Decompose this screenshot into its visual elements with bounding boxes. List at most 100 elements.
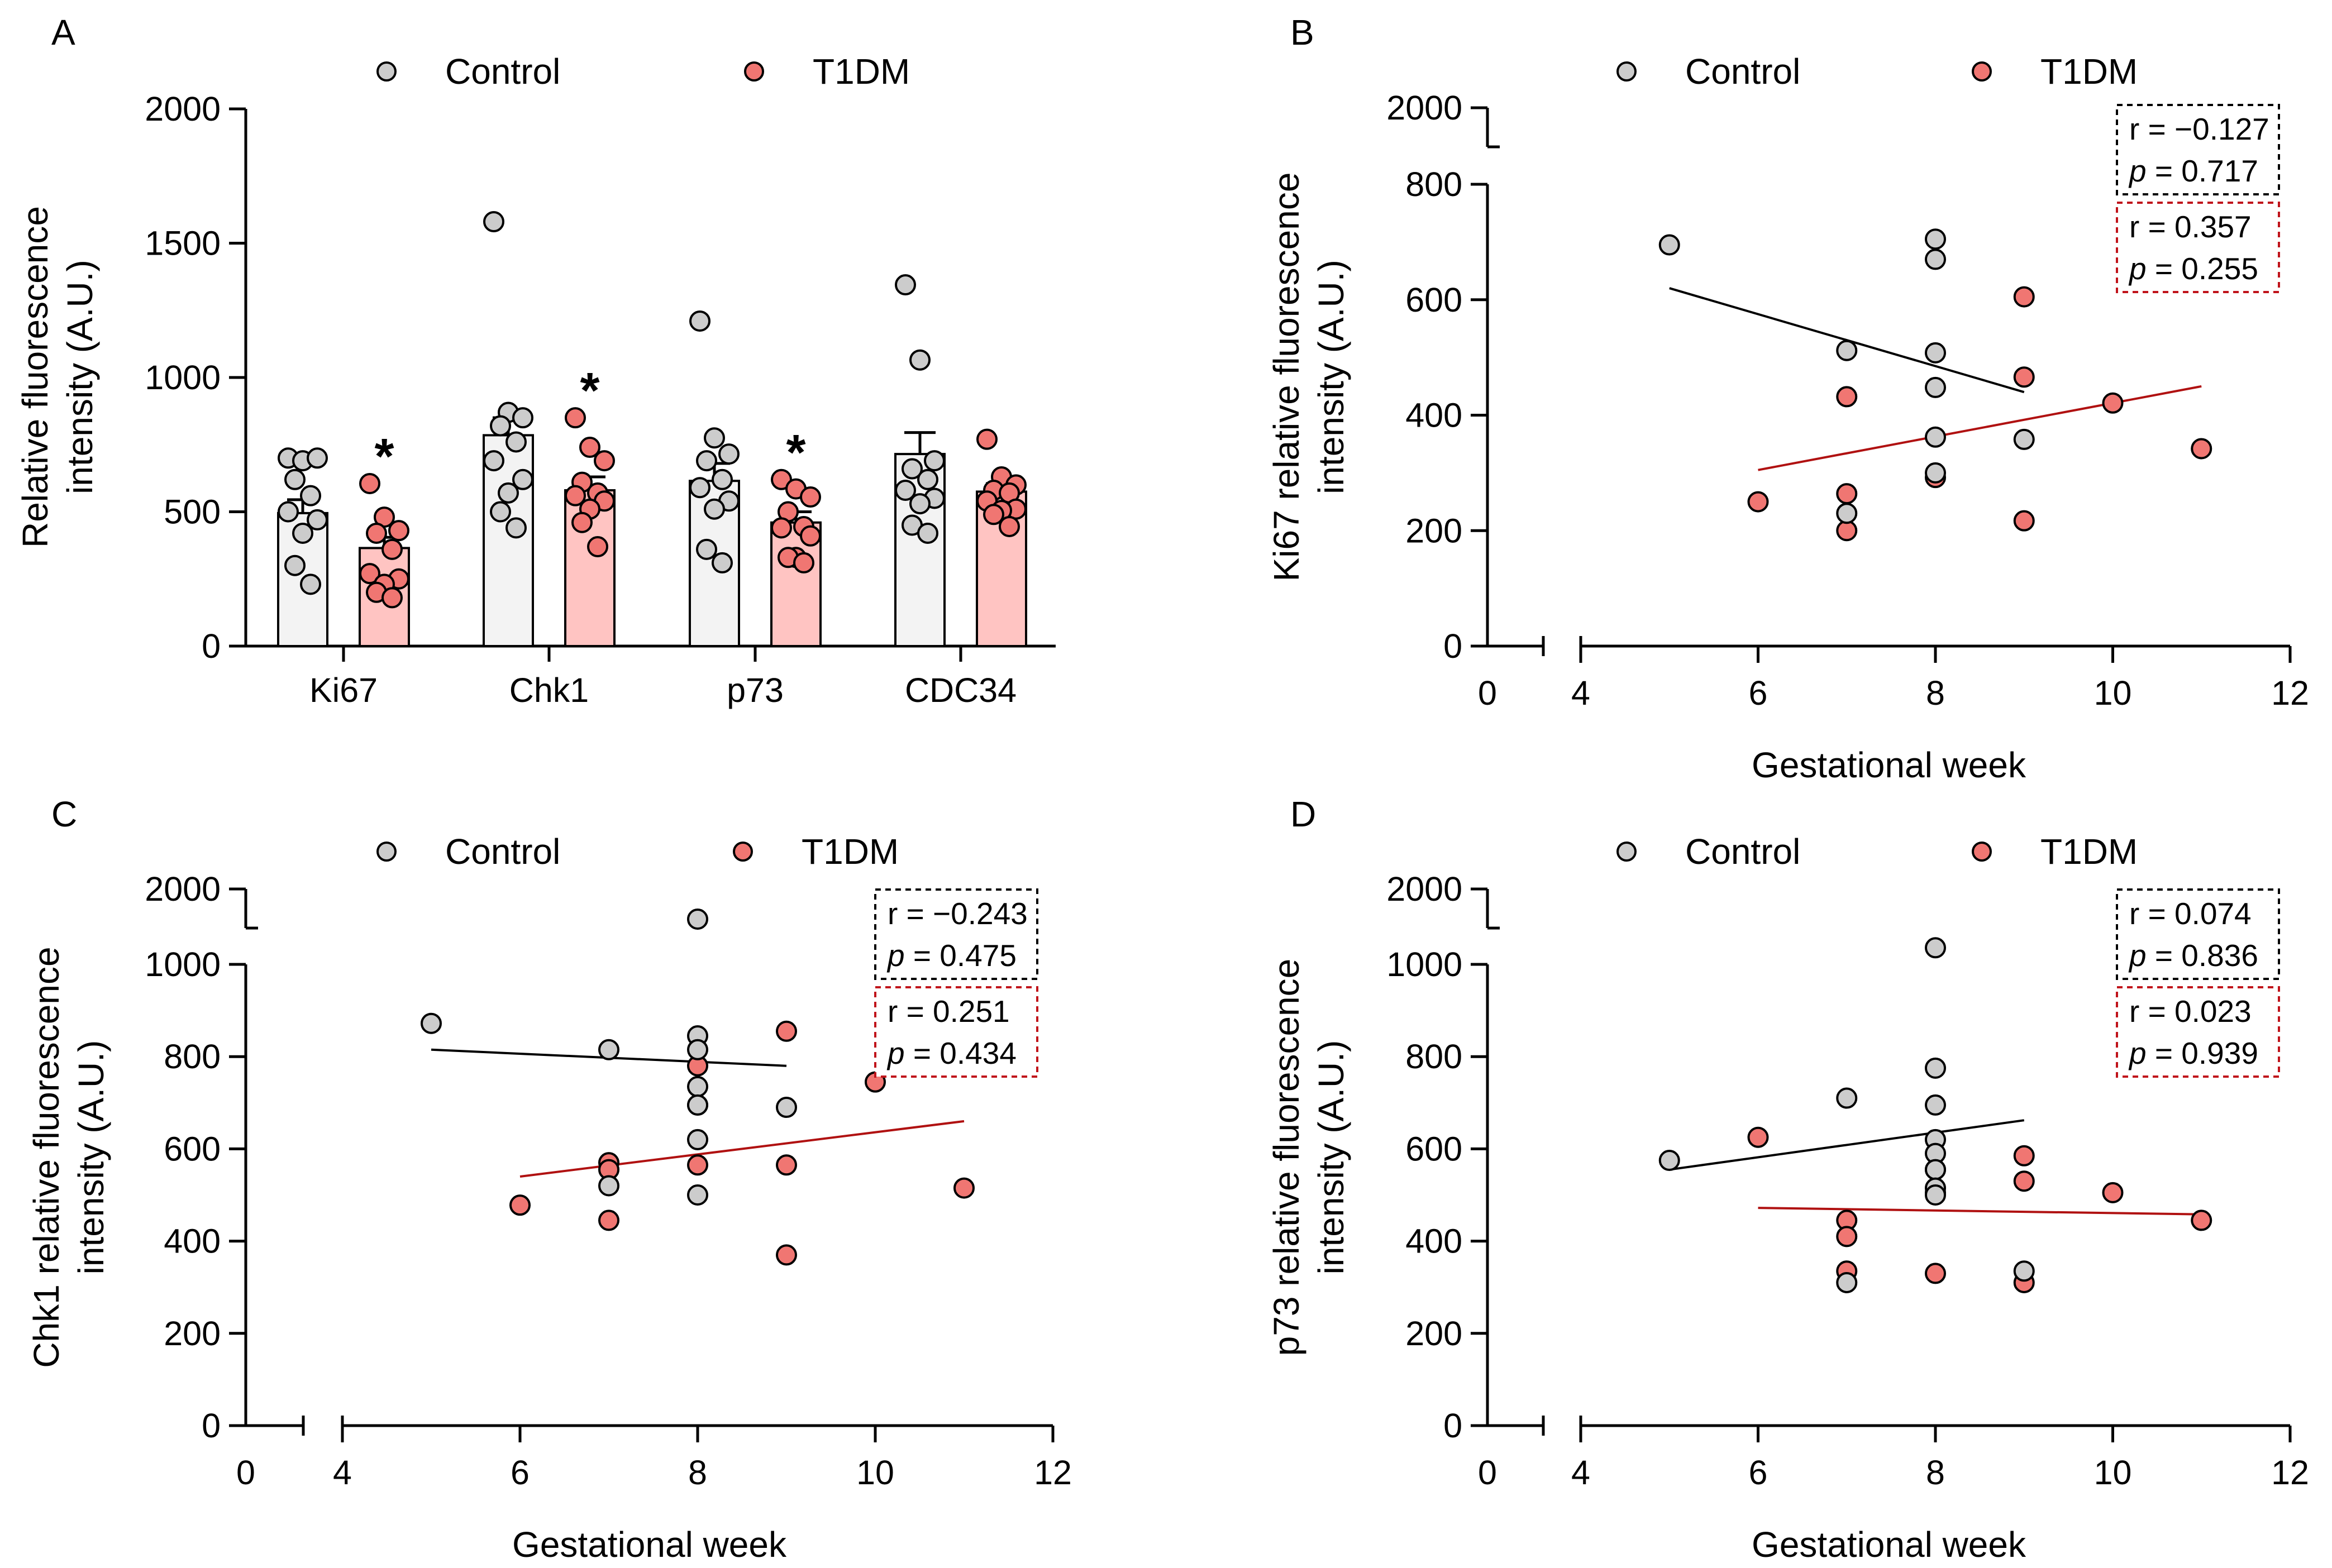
legend-control-label: Control xyxy=(445,831,560,872)
stats-p: p = 0.939 xyxy=(2128,1036,2258,1070)
data-point-t1dm xyxy=(2013,366,2035,388)
significance-star: * xyxy=(580,363,599,419)
data-point-control xyxy=(2013,428,2035,450)
data-point-control xyxy=(307,509,328,530)
data-point-control xyxy=(696,538,717,560)
data-point-t1dm xyxy=(2013,1145,2035,1167)
x-tick-label: 0 xyxy=(236,1454,255,1491)
stats-box-control xyxy=(2116,104,2280,195)
data-point-t1dm xyxy=(2102,392,2124,414)
data-point-control xyxy=(917,469,938,490)
data-point-t1dm xyxy=(2013,286,2035,308)
data-point-t1dm xyxy=(800,525,821,547)
x-tick-label: 6 xyxy=(1749,674,1768,712)
y-tick-label: 800 xyxy=(164,1038,221,1075)
data-point-control xyxy=(704,498,725,520)
stats-r: r = −0.243 xyxy=(888,896,1028,931)
data-point-control xyxy=(909,493,931,515)
y-axis-title-line2: intensity (A.U.) xyxy=(60,260,100,494)
data-point-t1dm xyxy=(571,511,593,533)
data-point-t1dm xyxy=(1747,1126,1769,1148)
data-point-control xyxy=(1925,1159,1946,1180)
legend-t1dm-marker xyxy=(744,61,764,82)
x-tick-label: 6 xyxy=(511,1454,530,1491)
stats-box-t1dm xyxy=(2116,986,2280,1078)
y-tick-label: 0 xyxy=(202,1407,221,1445)
data-point-control xyxy=(1925,1057,1946,1079)
data-point-control xyxy=(1925,426,1946,448)
panel-a: A Control T1DM 0 500 1000 1500 2000 Relative flu… xyxy=(15,12,1056,709)
data-point-t1dm xyxy=(2013,1170,2035,1192)
data-point-control xyxy=(1925,1184,1946,1206)
data-point-control xyxy=(902,458,923,480)
stats-r: r = 0.357 xyxy=(2129,209,2252,244)
y-tick-label: 1000 xyxy=(145,945,221,983)
data-point-t1dm xyxy=(776,1154,797,1176)
fit-line-control xyxy=(1669,1119,2025,1171)
data-point-control xyxy=(512,407,533,429)
y-tick-label: 800 xyxy=(1405,165,1462,203)
x-tick-label: 8 xyxy=(1926,1454,1945,1491)
data-point-control xyxy=(1836,1271,1858,1293)
x-axis-title: Gestational week xyxy=(1752,745,2026,785)
data-point-t1dm xyxy=(983,504,1004,525)
data-point-t1dm xyxy=(800,486,821,508)
data-point-control xyxy=(1658,234,1680,256)
stats-box-control xyxy=(874,888,1038,980)
stats-p: p = 0.475 xyxy=(886,938,1017,973)
data-point-control xyxy=(284,554,306,576)
data-point-t1dm xyxy=(381,538,403,560)
panel-c: C Control T1DM 2000 0 200 400 600 800 1000 0 4 6 8 10 1… xyxy=(26,794,1072,1565)
x-tick-label-cdc34: CDC34 xyxy=(905,671,1017,709)
legend-t1dm-label: T1DM xyxy=(2040,51,2138,92)
stats-r: r = 0.023 xyxy=(2129,994,2252,1029)
data-point-t1dm xyxy=(1836,520,1858,542)
stats-p-symbol: p xyxy=(2128,154,2147,188)
y-break-label: 2000 xyxy=(1386,870,1462,908)
y-axis-title-line2: intensity (A.U.) xyxy=(71,1040,111,1275)
data-point-control xyxy=(895,274,916,296)
x-tick-label: 0 xyxy=(1478,674,1497,712)
legend-control-label: Control xyxy=(1685,51,1800,92)
panel-label-c: C xyxy=(51,794,77,834)
legend-t1dm-label: T1DM xyxy=(813,51,910,92)
data-point-control xyxy=(1925,937,1946,959)
y-tick-label: 800 xyxy=(1405,1038,1462,1075)
x-tick-label: 10 xyxy=(2094,674,2132,712)
y-tick-label: 600 xyxy=(1405,1130,1462,1168)
stats-p: p = 0.434 xyxy=(886,1036,1017,1070)
stats-p: p = 0.836 xyxy=(2128,938,2258,973)
data-point-control xyxy=(483,211,504,233)
data-point-control xyxy=(776,1097,797,1118)
data-point-control xyxy=(1925,462,1946,484)
data-point-control xyxy=(598,1039,619,1060)
legend-t1dm-marker xyxy=(1972,61,1992,82)
x-tick-label: 4 xyxy=(333,1454,352,1491)
data-point-t1dm xyxy=(793,552,814,573)
x-tick-label: 0 xyxy=(1478,1454,1497,1491)
fit-line-t1dm xyxy=(1758,385,2202,471)
data-point-t1dm xyxy=(953,1177,975,1199)
x-tick-label: 12 xyxy=(2271,1454,2309,1491)
y-tick-label: 1500 xyxy=(145,224,221,262)
y-axis-title-line1: Chk1 relative fluorescence xyxy=(26,946,66,1368)
y-tick-label: 400 xyxy=(164,1222,221,1260)
x-tick-label: 8 xyxy=(688,1454,707,1491)
y-axis-title: Chk1 relative fluorescence intensity (A.U… xyxy=(26,946,111,1368)
significance-star: * xyxy=(374,429,394,485)
y-tick-label: 600 xyxy=(164,1130,221,1168)
data-point-control xyxy=(300,573,321,595)
stats-box-control xyxy=(2116,888,2280,980)
y-axis-title: p73 relative fluorescence intensity (A.U.… xyxy=(1266,959,1351,1356)
stats-r: r = 0.251 xyxy=(888,994,1010,1029)
data-point-t1dm xyxy=(2013,510,2035,532)
data-point-control xyxy=(490,501,511,523)
y-axis-title: Ki67 relative fluorescence intensity (A.U… xyxy=(1266,173,1351,582)
data-point-control xyxy=(712,552,733,573)
y-tick-label: 2000 xyxy=(145,90,221,128)
stats-p-value: = 0.939 xyxy=(2147,1036,2258,1070)
data-point-control xyxy=(924,450,945,472)
stats-p-symbol: p xyxy=(2128,251,2147,286)
data-point-control xyxy=(278,501,299,523)
